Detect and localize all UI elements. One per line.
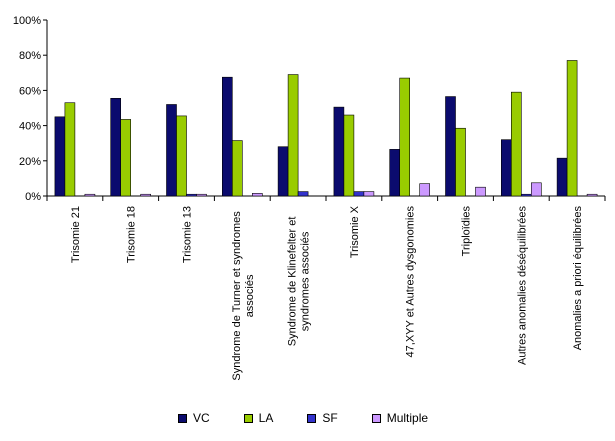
y-tick-label: 0% — [25, 191, 41, 203]
y-tick-label: 60% — [19, 85, 41, 97]
x-tick-label: Trisomie 13 — [182, 206, 194, 263]
legend-swatch — [178, 413, 187, 423]
legend-item-multiple: Multiple — [371, 411, 429, 425]
legend-item-la: LA — [243, 411, 274, 425]
legend-swatch — [307, 413, 317, 423]
bar-la-8 — [455, 127, 466, 197]
bar-sf-3 — [186, 193, 197, 197]
bar-vc-8 — [445, 96, 456, 197]
bar-vc-10 — [556, 157, 568, 197]
legend-label: SF — [322, 411, 338, 425]
x-tick-label-line: Trisomie 21 — [70, 206, 82, 263]
bar-la-7 — [399, 77, 411, 197]
x-tick-label: Anomalies a priori équilibrées — [572, 206, 584, 351]
bar-vc-5 — [277, 146, 289, 197]
legend-label: Multiple — [386, 411, 429, 425]
bar-vc-1 — [54, 116, 66, 197]
x-tick-label-line: syndromes associés — [300, 231, 312, 331]
x-tick-label: Triploïdies — [461, 206, 473, 257]
x-tick-label: Trisomie 21 — [70, 206, 82, 263]
bar-vc-7 — [389, 149, 401, 197]
x-tick-label: Syndrome de Klinefelter et syndromes asso… — [287, 217, 312, 347]
x-tick-label-line: Trisomie X — [349, 205, 361, 258]
bar-la-1 — [64, 102, 76, 197]
x-tick-label: Autres anomalies déséquilibrées — [516, 206, 528, 365]
bar-multiple-3 — [196, 193, 207, 197]
y-tick-label: 80% — [19, 50, 41, 62]
y-tick-label: 40% — [19, 121, 41, 133]
bar-vc-9 — [500, 139, 512, 197]
bar-multiple-10 — [586, 193, 598, 197]
bar-la-5 — [287, 74, 299, 197]
x-tick-label-line: Trisomie 18 — [126, 206, 138, 263]
bar-sf-5 — [297, 191, 309, 197]
legend-item-vc: VC — [178, 411, 210, 425]
legend-item-sf: SF — [307, 411, 338, 425]
x-tick-label-line: Syndrome de Turner et syndromes — [231, 211, 243, 381]
bar-multiple-1 — [84, 193, 96, 197]
bar-vc-3 — [166, 104, 177, 197]
bar-la-2 — [120, 119, 131, 197]
x-tick-label: 47,XYY et Autres dysgonomies — [405, 206, 417, 358]
bar-la-10 — [566, 60, 578, 197]
bar-multiple-4 — [252, 193, 263, 197]
legend-label: VC — [193, 411, 210, 425]
bar-multiple-9 — [530, 182, 542, 197]
x-tick-label-line: associés — [244, 274, 256, 317]
bar-sf-6 — [353, 191, 365, 197]
x-tick-label-line: Syndrome de Klinefelter et — [287, 217, 299, 347]
x-tick-label-line: 47,XYY et Autres dysgonomies — [405, 206, 417, 358]
bar-la-4 — [232, 140, 243, 197]
x-tick-label: Syndrome de Turner et syndromes associés — [231, 211, 256, 381]
x-tick-label: Trisomie X — [349, 205, 361, 258]
x-tick-label-line: Triploïdies — [461, 206, 473, 257]
bar-sf-9 — [520, 193, 532, 197]
legend: VC LA SF Multiple — [178, 411, 462, 425]
bar-multiple-7 — [419, 183, 431, 197]
x-tick-label-line: Anomalies a priori équilibrées — [572, 206, 584, 351]
bar-vc-2 — [110, 98, 121, 197]
legend-label: LA — [258, 411, 274, 425]
bar-la-9 — [510, 91, 522, 197]
x-tick-label: Trisomie 18 — [126, 206, 138, 263]
bar-vc-4 — [222, 76, 233, 197]
legend-swatch — [243, 413, 253, 423]
y-tick-label: 100% — [13, 15, 41, 27]
x-tick-label-line: Trisomie 13 — [182, 206, 194, 263]
x-tick-label-line: Autres anomalies déséquilibrées — [516, 206, 528, 365]
bar-la-6 — [343, 114, 355, 197]
bar-la-3 — [176, 115, 187, 197]
bar-multiple-6 — [363, 191, 375, 197]
y-tick-label: 20% — [19, 156, 41, 168]
legend-swatch — [371, 413, 381, 423]
bar-vc-6 — [333, 106, 345, 197]
bar-multiple-8 — [475, 186, 486, 197]
bar-multiple-2 — [140, 193, 151, 197]
